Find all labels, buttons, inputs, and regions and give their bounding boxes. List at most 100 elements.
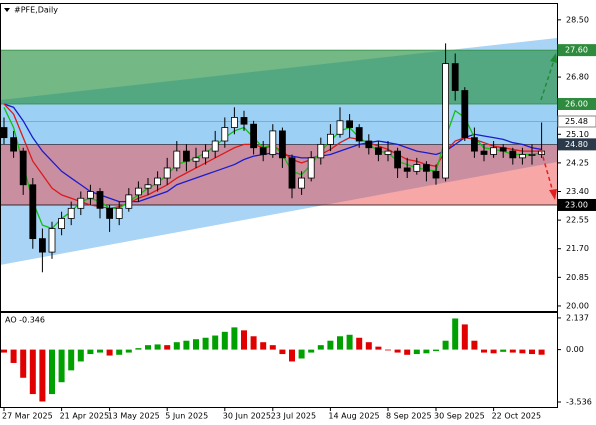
ao-bar [289, 349, 295, 362]
ao-bar [260, 342, 267, 350]
candle-body [461, 90, 469, 139]
ao-bar [279, 349, 286, 355]
candle-body [240, 117, 248, 125]
ao-bar [221, 331, 228, 350]
ao-bar [97, 349, 103, 353]
candle-body [39, 238, 46, 253]
down-arrow [540, 149, 554, 193]
candle-body [470, 137, 478, 152]
ao-bar [183, 340, 190, 350]
ao-bar [490, 349, 497, 354]
ao-bar [365, 342, 372, 350]
ao-bar [452, 318, 459, 350]
level-label: 25.48 [565, 117, 588, 126]
ao-bar [375, 346, 382, 350]
candle-body [480, 150, 488, 155]
y-tick-label: 20.00 [566, 301, 589, 310]
ao-bar [193, 339, 199, 350]
candle-body [307, 157, 315, 179]
candle-body [519, 154, 526, 159]
x-tick-label: 13 May 2025 [108, 412, 160, 421]
y-tick-label: 0.00 [566, 345, 584, 354]
candle-body [67, 207, 75, 219]
candle-body [394, 150, 402, 169]
candle-body [77, 197, 85, 209]
zone [0, 50, 557, 104]
chart-title: #PFE,Daily [14, 6, 58, 15]
candle-body [10, 137, 18, 152]
ao-bar [337, 336, 343, 350]
ao-bar [433, 349, 439, 352]
candle-body [298, 177, 306, 189]
candle-body [19, 150, 27, 186]
candle-body [509, 150, 517, 159]
ao-bar [20, 349, 27, 378]
ao-bar [385, 349, 391, 351]
candle-body [96, 191, 104, 209]
ao-bar [250, 336, 257, 350]
x-tick-label: 30 Sep 2025 [434, 412, 485, 421]
ao-bar [154, 344, 161, 350]
candle-body [202, 150, 210, 159]
x-tick-label: 30 Jun 2025 [223, 412, 271, 421]
level-label-box [557, 97, 596, 110]
candle-body [250, 123, 258, 149]
x-tick-label: 5 Jun 2025 [165, 412, 208, 421]
candle-body [182, 150, 190, 162]
y-tick-label: 2.137 [566, 313, 589, 322]
candle-body [230, 117, 238, 128]
ao-bar [116, 349, 123, 355]
candle-body [29, 184, 37, 240]
y-tick-label: 23.40 [566, 187, 589, 196]
ao-bar [58, 349, 65, 383]
candle-body [432, 170, 440, 179]
ao-bar [308, 349, 315, 353]
level-label-box [557, 138, 596, 151]
x-tick-label: 27 Mar 2025 [2, 412, 53, 421]
ao-bar [164, 345, 171, 350]
ao-bar [509, 349, 516, 353]
ao-title: AO -0.346 [5, 316, 45, 325]
candle-body [528, 154, 536, 156]
y-tick-label: 21.70 [566, 244, 589, 253]
candle-body [317, 143, 325, 159]
candle-body [144, 184, 152, 189]
candle-body [451, 63, 459, 91]
candle-body [259, 147, 267, 155]
y-tick-label: 28.50 [566, 15, 589, 24]
level-label: 23.00 [565, 200, 588, 209]
ao-bar [269, 345, 276, 350]
level-label: 27.60 [565, 46, 588, 55]
candle-body [374, 147, 382, 155]
ao-bar [77, 349, 84, 362]
candle-body [154, 177, 162, 186]
level-label-box [557, 115, 596, 128]
ao-bar [327, 340, 334, 350]
level-label-box [557, 44, 596, 57]
ao-bar [231, 327, 238, 350]
candle-body [346, 120, 354, 128]
ao-bar [125, 349, 132, 353]
zones-layer [0, 50, 557, 205]
ao-bar [423, 349, 430, 354]
ao-bar [106, 349, 113, 356]
ao-bar [298, 349, 305, 359]
overlay-layer: #PFE,Daily AO -0.346 27 Mar 2025 21 Apr 2… [0, 3, 596, 421]
candle-body [442, 63, 450, 179]
candle-body [87, 191, 94, 199]
candle-body [413, 164, 421, 172]
ao-bar [413, 349, 420, 355]
candle-body [499, 147, 507, 152]
price-panel-frame [0, 3, 558, 312]
ao-bar [29, 349, 36, 395]
y-tick-label: 25.10 [566, 130, 589, 139]
x-tick-label: 22 Oct 2025 [492, 412, 541, 421]
ao-bar [39, 349, 46, 402]
ao-bar [346, 334, 353, 350]
candle-body [173, 150, 181, 169]
level-label: 24.80 [565, 140, 588, 149]
candle-body [221, 127, 229, 142]
menu-triangle [4, 8, 10, 12]
